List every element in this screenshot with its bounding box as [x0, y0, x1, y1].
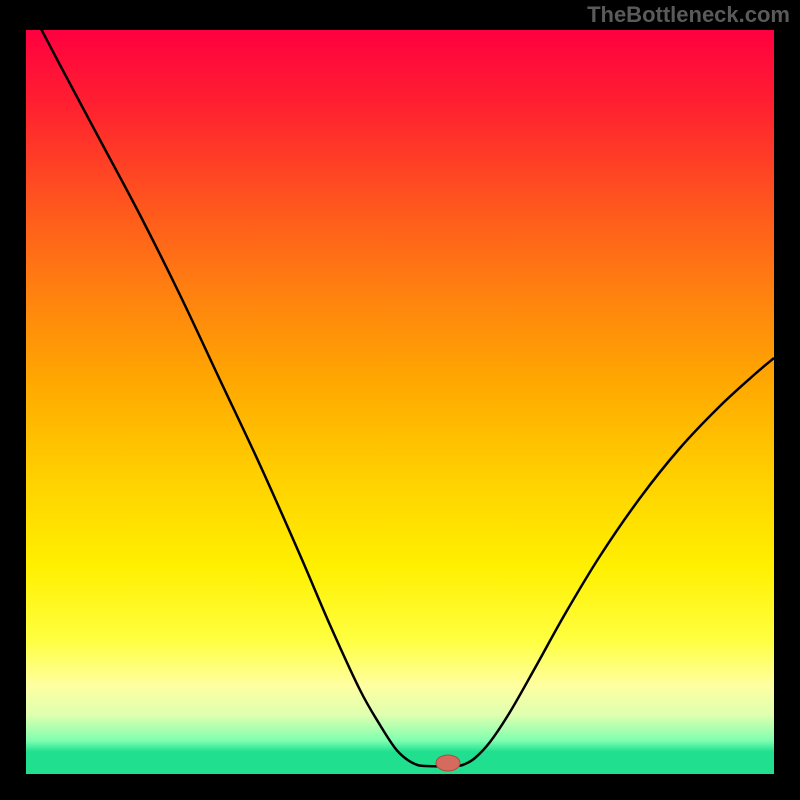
- border-right: [774, 0, 800, 800]
- chart-background: [26, 30, 774, 774]
- bottleneck-chart: [0, 0, 800, 800]
- border-left: [0, 0, 26, 800]
- chart-container: { "watermark": { "text": "TheBottleneck.…: [0, 0, 800, 800]
- watermark-text: TheBottleneck.com: [587, 2, 790, 28]
- border-bottom: [0, 774, 800, 800]
- optimal-point-marker: [436, 755, 460, 771]
